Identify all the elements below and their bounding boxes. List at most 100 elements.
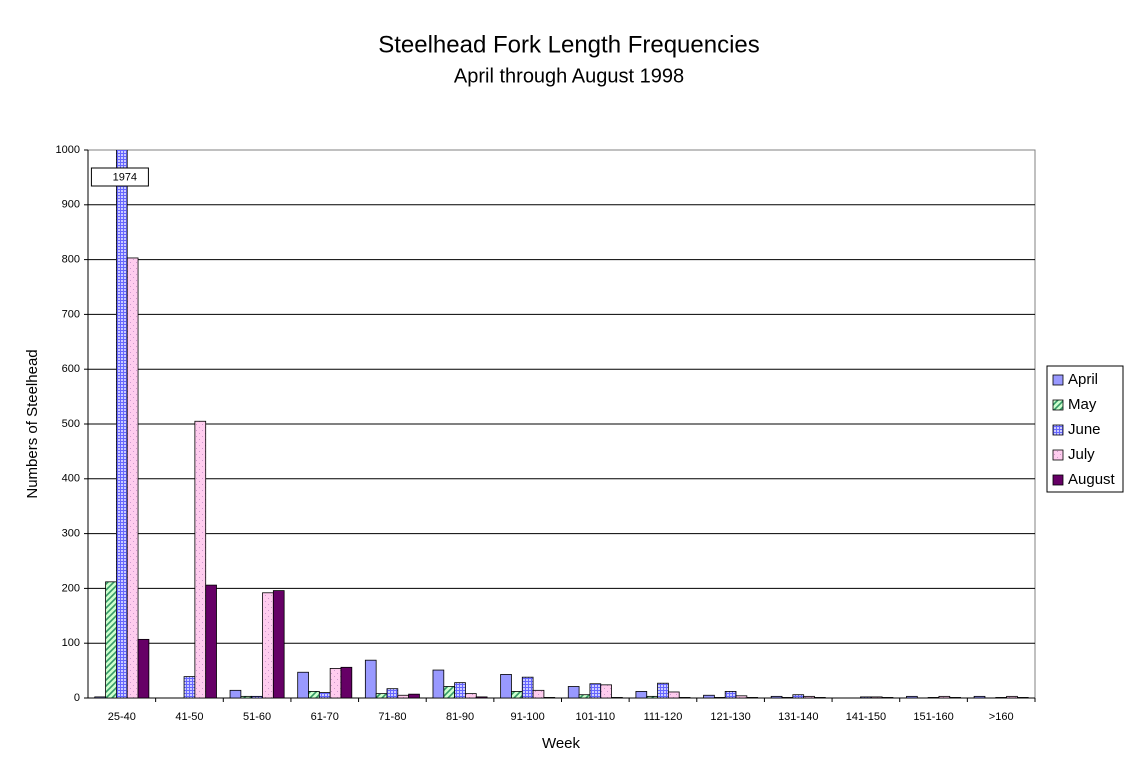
- bar: [781, 697, 794, 698]
- bar: [251, 695, 263, 698]
- bar: [397, 694, 410, 698]
- bar: [116, 150, 128, 698]
- bar: [308, 691, 320, 698]
- y-tick-label: 400: [62, 473, 80, 485]
- bar: [183, 676, 196, 698]
- bar: [635, 691, 648, 698]
- bar: [611, 697, 623, 698]
- bar: [995, 697, 1007, 698]
- x-tick-label: 41-50: [175, 711, 203, 723]
- y-tick-label: 500: [62, 418, 80, 430]
- x-tick-label: 81-90: [446, 711, 474, 723]
- y-tick-label: 800: [62, 254, 80, 266]
- bar: [860, 696, 872, 698]
- bar: [386, 688, 399, 698]
- bar: [340, 666, 353, 698]
- bar: [567, 686, 580, 698]
- bar: [589, 683, 602, 698]
- x-tick-label: 121-130: [710, 711, 750, 723]
- bar: [408, 693, 420, 698]
- bar: [949, 697, 961, 698]
- legend-swatch: [1052, 374, 1064, 386]
- bar: [814, 697, 826, 698]
- bar: [803, 695, 815, 698]
- legend-label: June: [1068, 421, 1101, 438]
- bar: [792, 694, 805, 698]
- bar: [194, 420, 207, 698]
- bar: [364, 659, 377, 698]
- bar: [454, 682, 466, 698]
- legend-swatch: [1052, 449, 1064, 461]
- bar: [465, 693, 477, 698]
- bar: [735, 695, 748, 698]
- bar: [646, 695, 658, 698]
- legend-swatch: [1052, 424, 1064, 436]
- y-tick-label: 1000: [56, 144, 80, 156]
- bar: [297, 671, 309, 698]
- y-tick-label: 600: [62, 363, 80, 375]
- bar: [511, 691, 523, 698]
- legend-swatch: [1052, 474, 1064, 486]
- legend-label: August: [1068, 471, 1116, 488]
- bar: [94, 696, 106, 698]
- bar: [667, 691, 680, 698]
- bar: [137, 638, 150, 698]
- bar: [443, 686, 456, 698]
- bar: [746, 697, 759, 698]
- bar: [870, 696, 883, 698]
- chart-subtitle: April through August 1998: [454, 65, 684, 87]
- bar: [713, 697, 726, 698]
- bar: [703, 694, 715, 698]
- bar: [318, 692, 331, 698]
- bar: [126, 257, 139, 698]
- bar: [724, 691, 737, 698]
- bar: [521, 676, 534, 698]
- chart-title: Steelhead Fork Length Frequencies: [378, 31, 760, 58]
- x-tick-label: 131-140: [778, 711, 818, 723]
- bar: [229, 689, 242, 698]
- bar: [938, 695, 951, 698]
- y-tick-label: 0: [74, 692, 80, 704]
- bar: [240, 695, 253, 698]
- bar: [1017, 697, 1029, 698]
- x-tick-label: 71-80: [378, 711, 406, 723]
- x-tick-label: 91-100: [511, 711, 545, 723]
- bar: [500, 674, 512, 698]
- y-tick-label: 900: [62, 199, 80, 211]
- y-tick-label: 700: [62, 308, 80, 320]
- bar: [881, 697, 894, 698]
- y-tick-label: 200: [62, 582, 80, 594]
- data-label: 1974: [113, 171, 137, 183]
- bars: [94, 150, 1029, 698]
- bar: [105, 581, 117, 698]
- bar: [543, 697, 556, 698]
- y-tick-label: 100: [62, 637, 80, 649]
- x-tick-label: 101-110: [576, 711, 616, 723]
- data-label-box: [90, 167, 149, 187]
- x-tick-label: 111-120: [644, 711, 683, 723]
- x-tick-label: 51-60: [243, 711, 271, 723]
- legend-label: May: [1068, 396, 1097, 413]
- bar: [475, 696, 488, 698]
- x-tick-label: 141-150: [846, 711, 886, 723]
- bar: [578, 694, 591, 698]
- x-axis-title: Week: [542, 735, 581, 752]
- bar: [375, 693, 388, 698]
- legend-swatch: [1052, 399, 1064, 411]
- y-tick-label: 300: [62, 528, 80, 540]
- bar: [329, 668, 342, 698]
- legend-label: April: [1068, 371, 1098, 388]
- bar: [927, 697, 940, 698]
- y-axis-title: Numbers of Steelhead: [24, 349, 41, 498]
- bar: [205, 584, 217, 698]
- bar: [973, 695, 986, 698]
- x-tick-label: 61-70: [311, 711, 339, 723]
- bar: [1006, 695, 1018, 698]
- bar: [432, 669, 445, 698]
- bar: [532, 689, 545, 698]
- x-tick-label: 151-160: [913, 711, 953, 723]
- bar: [770, 695, 783, 698]
- bar: [600, 684, 612, 698]
